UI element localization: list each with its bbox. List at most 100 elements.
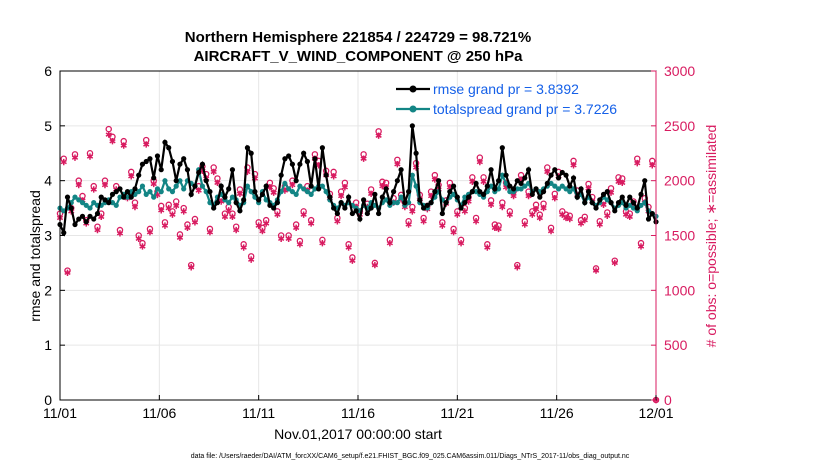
rmse-point — [316, 186, 322, 192]
rmse-point — [570, 175, 577, 181]
rmse-line — [58, 125, 658, 237]
obs-assimilated-point — [570, 162, 577, 169]
rmse-point — [454, 194, 460, 200]
obs-assimilated-point — [128, 173, 135, 180]
y-axis-left-label: rmse and totalspread — [27, 190, 43, 322]
rmse-point — [402, 200, 408, 206]
obs-assimilated-point — [562, 214, 570, 222]
obs-assimilated-point — [135, 235, 142, 242]
totalspread-point — [229, 194, 236, 200]
rmse-point — [514, 178, 520, 184]
obs-assimilated-point — [259, 227, 266, 235]
totalspread-point — [143, 191, 149, 197]
totalspread-point — [289, 189, 296, 195]
obs-assimilated-point — [180, 208, 187, 215]
totalspread-point — [406, 200, 412, 206]
rmse-point — [237, 208, 243, 214]
y-right-tick-label: 0 — [664, 392, 672, 408]
x-tick-label: 11/16 — [341, 405, 375, 421]
rmse-point — [357, 216, 363, 222]
obs-assimilated-point — [285, 235, 292, 242]
obs-assimilated-point — [619, 179, 626, 187]
totalspread-point — [109, 200, 116, 206]
obs-assimilated-point — [191, 219, 199, 226]
obs-assimilated-point — [274, 211, 281, 218]
obs-assimilated-point — [98, 213, 105, 221]
x-tick-label: 11/26 — [540, 405, 574, 421]
obs-assimilated-point — [386, 239, 394, 247]
rmse-point — [379, 194, 385, 200]
totalspread-point — [627, 202, 633, 208]
obs-assimilated-point — [544, 168, 551, 176]
totalspread-point — [282, 180, 288, 187]
rmse-point — [492, 186, 498, 192]
totalspread-point — [87, 205, 93, 211]
obs-assimilated-point — [214, 179, 221, 187]
obs-assimilated-point — [611, 259, 618, 267]
totalspread-point — [79, 200, 86, 206]
rmse-point — [207, 189, 213, 195]
rmse-point — [376, 210, 382, 217]
rmse-point — [136, 172, 142, 178]
rmse-point — [211, 205, 217, 211]
rmse-point — [229, 167, 236, 173]
rmse-point — [439, 210, 445, 217]
rmse-point — [162, 139, 168, 145]
rmse-point — [525, 167, 532, 173]
rmse-point — [582, 200, 588, 206]
totalspread-point — [319, 183, 325, 189]
y-right-tick-label: 1000 — [664, 282, 695, 298]
rmse-point — [649, 210, 655, 217]
rmse-point — [143, 158, 149, 165]
totalspread-point — [173, 183, 179, 189]
rmse-point — [87, 213, 93, 219]
rmse-point — [327, 194, 333, 200]
rmse-point — [627, 194, 633, 200]
totalspread-point — [136, 189, 142, 195]
obs-assimilated-point — [150, 180, 157, 188]
rmse-point — [312, 156, 318, 162]
obs-assimilated-point — [405, 221, 412, 228]
rmse-point — [409, 123, 415, 129]
obs-assimilated-point — [146, 229, 154, 236]
rmse-point — [499, 145, 505, 151]
y-right-tick-label: 1500 — [664, 228, 695, 244]
obs-assimilated-point — [71, 154, 79, 161]
obs-assimilated-point — [176, 234, 184, 241]
rmse-point — [428, 200, 434, 206]
rmse-point — [473, 180, 479, 187]
obs-assimilated-point — [547, 227, 555, 235]
totalspread-point — [630, 205, 637, 211]
y-left-tick-label: 1 — [44, 337, 52, 353]
rmse-point — [391, 189, 397, 195]
rmse-point — [634, 205, 640, 211]
totalspread-point — [383, 197, 389, 203]
obs-assimilated-point — [278, 235, 285, 242]
obs-assimilated-point — [161, 222, 169, 229]
rmse-point — [181, 156, 187, 162]
totalspread-point — [72, 194, 78, 200]
y-left-tick-label: 6 — [44, 63, 52, 79]
rmse-point — [507, 183, 513, 189]
rmse-point — [278, 172, 284, 178]
rmse-point — [286, 153, 292, 159]
totalspread-point — [462, 194, 468, 200]
rmse-point — [259, 191, 266, 197]
obs-assimilated-point — [165, 204, 172, 212]
rmse-point — [139, 161, 146, 167]
totalspread-point — [301, 186, 307, 192]
rmse-point — [417, 197, 423, 203]
totalspread-point — [488, 183, 494, 189]
rmse-point — [597, 197, 603, 203]
obs-assimilated-point — [225, 207, 232, 214]
obs-assimilated-point — [480, 178, 487, 185]
rmse-point — [214, 200, 221, 206]
totalspread-point — [507, 189, 513, 195]
rmse-point — [484, 183, 490, 189]
rmse-point — [469, 189, 475, 195]
totalspread-point — [409, 172, 415, 178]
rmse-point — [495, 178, 502, 184]
rmse-point — [289, 161, 296, 167]
rmse-point — [79, 213, 86, 219]
obs-assimilated-point — [221, 213, 229, 221]
